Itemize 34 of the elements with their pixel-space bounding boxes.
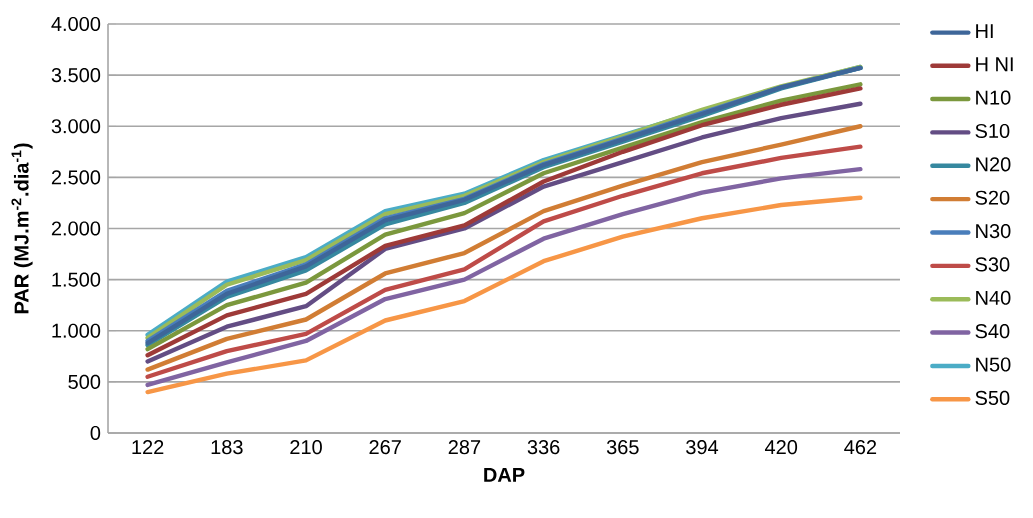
y-tick-label: 3.500 xyxy=(51,68,101,83)
y-tick-label: 3.000 xyxy=(51,119,101,134)
y-tick-label: 500 xyxy=(68,374,101,389)
legend-label: N10 xyxy=(976,90,1011,105)
y-tick-label: 2.500 xyxy=(51,170,101,185)
x-tick-label: 365 xyxy=(606,440,639,455)
x-tick-label: 210 xyxy=(290,440,322,455)
x-tick-label: 420 xyxy=(764,440,798,455)
x-tick-label: 394 xyxy=(686,440,719,455)
legend-label: S30 xyxy=(975,257,1010,272)
legend-label: N30 xyxy=(976,224,1011,239)
legend-label: N20 xyxy=(976,157,1011,172)
x-tick-label: 287 xyxy=(448,440,481,455)
legend-label: H NI xyxy=(976,57,1013,72)
y-tick-label: 2.000 xyxy=(51,221,101,236)
x-tick-label: 267 xyxy=(369,440,401,455)
y-axis-title: PAR (MJ.m$^{-2}$.dia$^{-1}$) xyxy=(11,143,33,314)
y-tick-label: 1.000 xyxy=(52,323,101,338)
legend-label: S50 xyxy=(975,390,1010,405)
legend-label: N40 xyxy=(976,290,1011,305)
x-tick-label: 336 xyxy=(527,440,560,455)
x-tick-label: 122 xyxy=(132,440,164,455)
line-series xyxy=(145,195,863,395)
x-axis-title: DAP xyxy=(484,467,525,482)
x-tick-label: 183 xyxy=(211,440,243,455)
y-tick-label: 0 xyxy=(90,425,101,441)
legend-label: S20 xyxy=(975,190,1010,205)
y-tick-label: 1.500 xyxy=(52,272,101,287)
x-tick-label: 462 xyxy=(844,440,877,455)
legend-label: S10 xyxy=(975,123,1010,139)
legend-label: HI xyxy=(976,24,993,38)
legend-label: N50 xyxy=(976,357,1011,372)
y-tick-label: 4.000 xyxy=(51,16,101,32)
legend-label: S40 xyxy=(975,324,1010,339)
